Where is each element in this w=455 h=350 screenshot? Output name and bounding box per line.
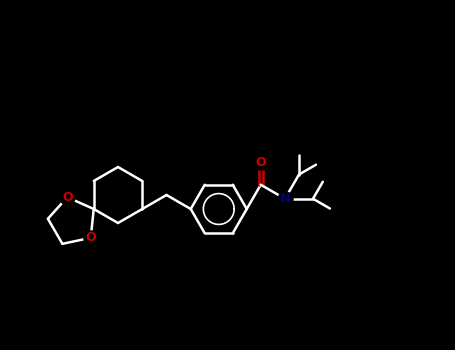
Text: O: O (62, 191, 73, 204)
Text: N: N (280, 192, 290, 205)
Text: O: O (86, 231, 96, 244)
Text: O: O (255, 156, 266, 169)
